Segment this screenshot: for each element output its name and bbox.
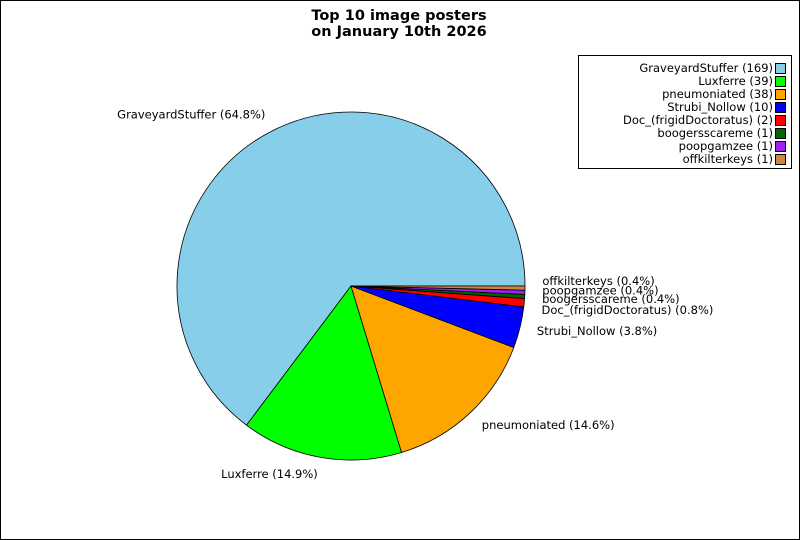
legend-swatch <box>775 102 786 113</box>
legend-entry: Luxferre (39) <box>698 74 773 88</box>
pie-slices <box>176 111 526 461</box>
slice-label: Doc_(frigidDoctoratus) (0.8%) <box>542 303 714 317</box>
legend-entry: poopgamzee (1) <box>678 139 773 153</box>
legend-entry: GraveyardStuffer (169) <box>639 61 773 75</box>
legend-entry: Doc_(frigidDoctoratus) (2) <box>623 113 773 127</box>
legend-entry: boogersscareme (1) <box>657 126 773 140</box>
slice-label: boogersscareme (0.4%) <box>542 292 680 306</box>
slice-label: pneumoniated (14.6%) <box>482 418 615 432</box>
legend-entry: offkilterkeys (1) <box>682 152 773 166</box>
pie-slice-pneumoniated <box>350 285 515 453</box>
legend-swatch <box>775 76 786 87</box>
legend-swatch <box>775 63 786 74</box>
slice-label: offkilterkeys (0.4%) <box>542 274 654 288</box>
slice-label: poopgamzee (0.4%) <box>542 283 658 297</box>
chart-title-line-2: on January 10th 2026 <box>311 24 486 40</box>
legend-swatch <box>775 154 786 165</box>
legend-swatch <box>775 115 786 126</box>
chart-title-line-1: Top 10 image posters <box>311 8 486 24</box>
pie-slice-graveyardstuffer <box>176 111 526 426</box>
pie-slice-luxferre <box>245 285 403 461</box>
legend: GraveyardStuffer (169) Luxferre (39) pneum… <box>578 55 792 169</box>
pie-labels: GraveyardStuffer (64.8%) Luxferre (14.9%)… <box>117 107 713 481</box>
pie-slice-offkilterkeys <box>350 285 526 291</box>
slice-label: Luxferre (14.9%) <box>221 467 318 481</box>
legend-swatch <box>775 128 786 139</box>
legend-swatch <box>775 89 786 100</box>
slice-label: Strubi_Nollow (3.8%) <box>537 324 657 338</box>
legend-entry: pneumoniated (38) <box>662 87 773 101</box>
legend-swatch <box>775 141 786 152</box>
slice-label: GraveyardStuffer (64.8%) <box>117 107 265 121</box>
legend-entry: Strubi_Nollow (10) <box>667 100 773 114</box>
